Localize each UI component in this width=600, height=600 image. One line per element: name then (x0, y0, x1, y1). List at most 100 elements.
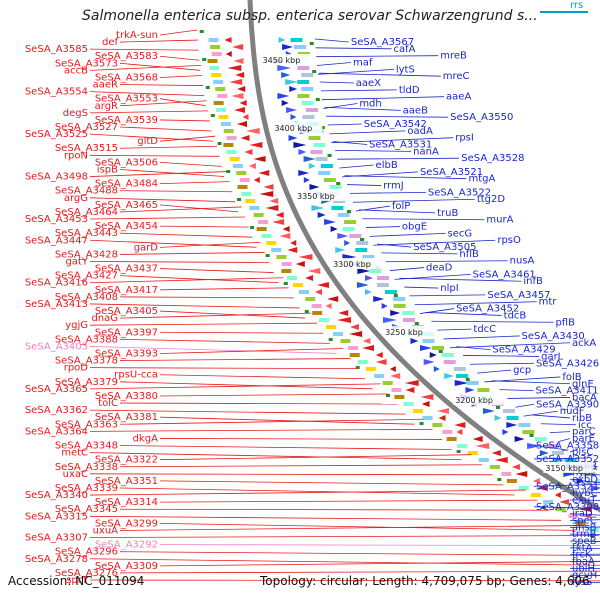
tick-mark (541, 506, 546, 509)
left-feature (253, 177, 260, 183)
label-leader (159, 438, 442, 440)
label-leader (319, 81, 354, 84)
right-feature (344, 240, 351, 246)
feature-block (340, 339, 351, 343)
label-leader (533, 483, 600, 487)
gene-label-garl: garL (541, 351, 564, 362)
tick-mark (199, 30, 204, 33)
label-leader (159, 374, 366, 380)
gene-label-ansb: ansB (572, 522, 597, 533)
gene-label-sesa_a3452: SeSA_A3452 (456, 304, 519, 315)
feature-block (253, 213, 264, 217)
feature-block (391, 388, 402, 392)
gene-label-cafa: cafA (394, 44, 416, 55)
right-feature (590, 485, 600, 491)
gene-label-gard: garD (134, 242, 159, 253)
gene-label-ttg2d: ttg2D (477, 194, 506, 205)
left-feature (336, 317, 351, 323)
label-leader (159, 268, 274, 273)
right-feature (288, 135, 298, 141)
feature-block (446, 437, 457, 441)
gene-label-sesa_a3309: SeSA_A3309 (95, 561, 158, 572)
gene-label-sesa_a3276: SeSA_A3276 (55, 568, 118, 579)
right-feature (298, 149, 307, 155)
label-leader (549, 431, 571, 434)
right-feature (365, 275, 374, 281)
gene-label-hflb: hflB (459, 249, 479, 260)
gene-label-uxua: uxuA (93, 525, 119, 536)
scale-label: 3300 kbp (333, 260, 371, 269)
label-leader (540, 423, 577, 426)
label-leader (431, 320, 554, 323)
label-leader (159, 55, 200, 61)
right-feature (286, 107, 298, 113)
gene-label-sesa_a3461: SeSA_A3461 (473, 269, 536, 280)
feature-block (457, 444, 468, 448)
label-leader (377, 243, 412, 248)
feature-block (456, 374, 469, 378)
feature-block (467, 451, 478, 455)
left-feature (290, 240, 297, 246)
tick-mark (497, 478, 502, 481)
feature-block (393, 304, 406, 308)
right-feature (293, 142, 307, 148)
label-leader (119, 252, 265, 255)
feature-block (266, 241, 277, 245)
label-leader (362, 218, 485, 221)
scale-label: 3450 kbp (263, 56, 301, 65)
label-leader (159, 560, 600, 567)
gene-label-sesa_a3585: SeSA_A3585 (25, 44, 88, 55)
tick-mark (237, 198, 242, 201)
feature-block (377, 276, 390, 280)
label-leader (119, 381, 373, 390)
gene-label-aaex: aaeX (356, 78, 381, 89)
gene-label-mdh: mdh (359, 99, 381, 110)
feature-block (241, 192, 252, 196)
gene-label-sesa_a3443: SeSA_A3443 (55, 228, 118, 239)
feature-block (522, 430, 535, 434)
feature-block (245, 199, 256, 203)
tick-mark (438, 350, 443, 353)
label-leader (119, 206, 242, 213)
gene-label-sesa_a3379: SeSA_A3379 (55, 377, 118, 388)
feature-block (347, 346, 358, 350)
gene-label-sesa_a3454: SeSA_A3454 (95, 221, 158, 232)
tick-mark (315, 98, 320, 101)
feature-block (229, 157, 240, 161)
label-leader (344, 175, 467, 180)
left-feature (421, 401, 430, 407)
gene-label-exbd: exbD (572, 474, 598, 485)
gene-label-sesa_a3405: SeSA_A3405 (95, 306, 158, 317)
right-feature (381, 303, 388, 309)
gene-label-sesa_a3528: SeSA_A3528 (461, 153, 524, 164)
feature-block (318, 171, 331, 175)
feature-block (382, 381, 393, 385)
feature-block (236, 171, 247, 175)
scale-label: 3350 kbp (297, 192, 335, 201)
gene-label-dnag: dnaG (91, 313, 118, 324)
left-feature (494, 457, 508, 463)
gene-label-secg: secG (448, 228, 473, 239)
gene-label-sesa_a3531: SeSA_A3531 (369, 140, 432, 151)
gene-label-accb: accB (64, 65, 88, 76)
feature-block (223, 129, 234, 133)
gene-label-argr: argR (95, 101, 118, 112)
label-leader (119, 145, 218, 149)
label-leader (119, 338, 330, 344)
feature-block (357, 360, 368, 364)
label-leader (119, 126, 212, 132)
tick-mark (393, 294, 398, 297)
tick-mark (355, 366, 360, 369)
tick-mark (312, 70, 317, 73)
gene-label-trmb: trmB (572, 529, 597, 540)
feature-block (431, 346, 444, 350)
label-leader (324, 106, 401, 111)
label-leader (569, 540, 600, 542)
label-leader (89, 409, 406, 415)
gene-label-sesa_a3408: SeSA_A3408 (55, 292, 118, 303)
feature-block (209, 66, 220, 70)
label-leader (159, 241, 261, 248)
gene-label-sesa_a3484: SeSA_A3484 (95, 179, 158, 190)
gene-label-spec: speC (572, 515, 597, 526)
label-leader (89, 367, 358, 370)
